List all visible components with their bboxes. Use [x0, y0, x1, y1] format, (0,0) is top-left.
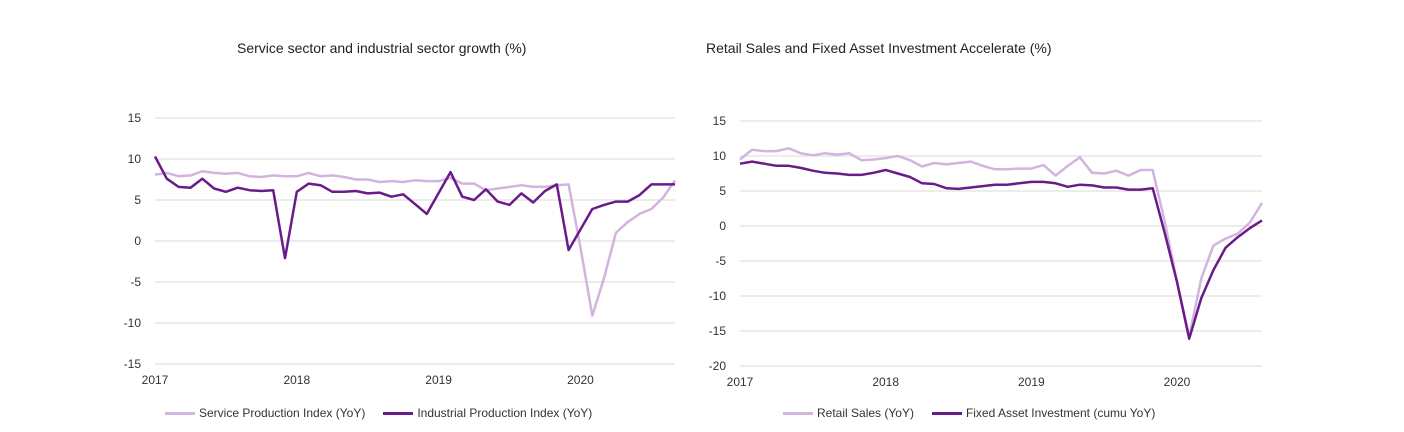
legend-label-industrial: Industrial Production Index (YoY): [417, 406, 593, 420]
y-tick-label: -5: [130, 275, 141, 289]
y-tick-label: 10: [128, 152, 142, 166]
legend-label-retail: Retail Sales (YoY): [817, 406, 914, 420]
x-tick-label: 2019: [1018, 375, 1045, 389]
service-industrial-chart: Service sector and industrial sector gro…: [0, 0, 700, 432]
y-tick-label: -5: [715, 254, 726, 268]
chart-legend: Retail Sales (YoY) Fixed Asset Investmen…: [783, 406, 1155, 420]
legend-swatch-service: [165, 411, 195, 415]
series-line-dark: [739, 160, 1263, 340]
chart-title: Service sector and industrial sector gro…: [237, 40, 527, 56]
x-tick-label: 2018: [283, 373, 310, 387]
y-tick-label: -10: [709, 289, 727, 303]
x-tick-label: 2020: [567, 373, 594, 387]
legend-swatch-retail: [783, 411, 813, 415]
x-tick-label: 2017: [142, 373, 169, 387]
y-tick-label: -20: [709, 359, 727, 373]
legend-label-service: Service Production Index (YoY): [199, 406, 366, 420]
x-tick-label: 2017: [727, 375, 754, 389]
y-tick-label: 5: [719, 184, 726, 198]
x-tick-label: 2019: [425, 373, 452, 387]
y-tick-label: 15: [128, 111, 142, 125]
legend-item-service: Service Production Index (YoY): [165, 406, 365, 420]
legend-item-fai: Fixed Asset Investment (cumu YoY): [931, 406, 1156, 420]
y-tick-label: 10: [713, 149, 727, 163]
y-tick-label: -15: [709, 324, 727, 338]
y-tick-label: 0: [719, 219, 726, 233]
legend-swatch-fai: [931, 411, 962, 415]
series-line-dark: [153, 155, 675, 260]
y-tick-label: 5: [134, 193, 141, 207]
chart-legend: Service Production Index (YoY) Industria…: [165, 406, 592, 420]
x-tick-label: 2020: [1164, 375, 1191, 389]
legend-item-industrial: Industrial Production Index (YoY): [383, 406, 592, 420]
series-line-light: [154, 170, 677, 317]
legend-label-fai: Fixed Asset Investment (cumu YoY): [965, 406, 1156, 420]
y-tick-label: 0: [134, 234, 141, 248]
retail-fai-chart: Retail Sales and Fixed Asset Investment …: [700, 0, 1404, 432]
y-tick-label: -10: [124, 316, 142, 330]
x-tick-label: 2018: [872, 375, 899, 389]
y-tick-label: 15: [713, 114, 727, 128]
chart-title: Retail Sales and Fixed Asset Investment …: [706, 40, 1052, 56]
legend-item-retail: Retail Sales (YoY): [783, 406, 914, 420]
y-tick-label: -15: [124, 357, 142, 371]
legend-swatch-industrial: [383, 411, 414, 415]
